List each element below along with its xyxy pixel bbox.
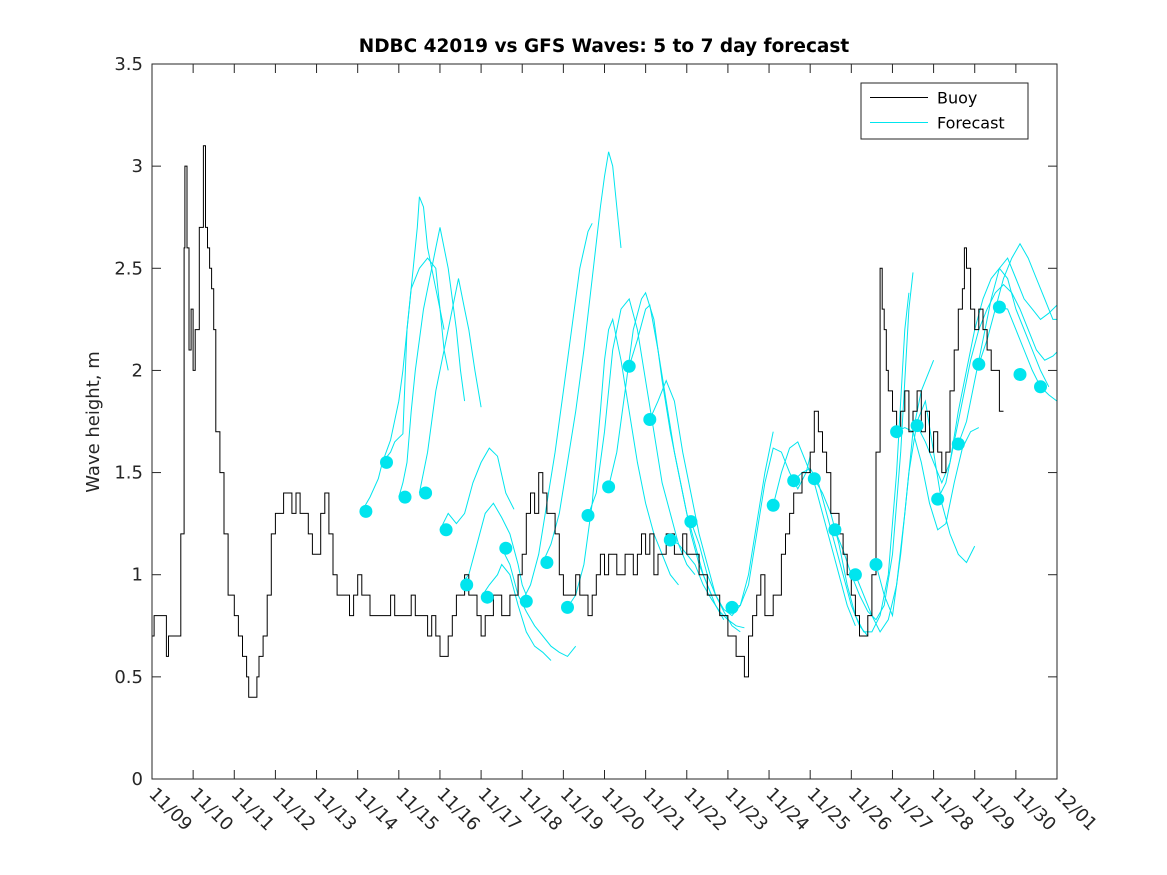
forecast-line-24 <box>875 399 976 618</box>
plot-area: 00.511.522.533.511/0911/1011/1111/1211/1… <box>114 54 1101 835</box>
chart-title: NDBC 42019 vs GFS Waves: 5 to 7 day fore… <box>359 36 850 57</box>
axes-background <box>152 64 1057 779</box>
forecast-marker-30 <box>992 300 1006 314</box>
forecast-line-18 <box>731 447 811 608</box>
forecast-marker-2 <box>380 455 393 469</box>
forecast-marker-28 <box>951 437 965 451</box>
forecast-line-3 <box>398 227 466 498</box>
forecast-marker-15 <box>643 413 657 426</box>
forecast-line-25 <box>896 427 980 531</box>
y-tick-label: 2 <box>132 360 143 381</box>
forecast-line-15 <box>649 379 741 633</box>
forecast-line-26 <box>916 267 1050 485</box>
forecast-line-11 <box>567 317 679 608</box>
buoy-line <box>152 145 1004 698</box>
forecast-marker-4 <box>419 486 433 500</box>
forecast-marker-32 <box>1034 380 1047 394</box>
y-tick-label: 0 <box>132 769 143 790</box>
forecast-line-9 <box>521 223 593 602</box>
legend: Buoy Forecast <box>860 82 1029 140</box>
forecast-marker-29 <box>972 357 986 371</box>
forecast-line-22 <box>834 272 914 621</box>
y-tick-label: 3 <box>132 156 143 177</box>
forecast-marker-9 <box>519 594 533 608</box>
forecast-line-1 <box>361 257 449 512</box>
forecast-line-2 <box>381 196 445 463</box>
forecast-line-5 <box>439 447 515 531</box>
forecast-marker-16 <box>663 533 677 547</box>
forecast-line-17 <box>690 431 774 617</box>
forecast-marker-13 <box>602 480 616 494</box>
forecast-line-10 <box>542 151 622 563</box>
forecast-line-12 <box>587 297 696 576</box>
forecast-line-4 <box>418 278 482 494</box>
legend-forecast-label: Forecast <box>937 114 1005 133</box>
forecast-marker-26 <box>910 419 924 433</box>
forecast-marker-6 <box>460 578 474 592</box>
forecast-marker-20 <box>787 474 801 488</box>
y-tick-label: 1.5 <box>114 463 143 484</box>
forecast-marker-7 <box>480 590 494 604</box>
forecast-marker-11 <box>561 600 574 614</box>
forecast-line-27 <box>937 283 1058 500</box>
forecast-marker-25 <box>890 425 904 439</box>
legend-box <box>860 82 1029 140</box>
forecast-markers <box>359 300 1047 614</box>
forecast-marker-21 <box>807 472 821 486</box>
y-tick-label: 0.5 <box>114 667 143 688</box>
forecast-marker-8 <box>499 541 513 555</box>
forecast-marker-23 <box>848 568 862 582</box>
forecast-line-29 <box>978 242 1057 365</box>
y-axis-label: Wave height, m <box>83 351 104 492</box>
forecast-marker-19 <box>766 498 780 512</box>
forecast-marker-18 <box>725 600 739 614</box>
forecast-line-30 <box>999 306 1058 402</box>
y-tick-label: 1 <box>132 565 143 586</box>
forecast-marker-5 <box>439 523 453 537</box>
forecast-marker-22 <box>828 523 842 537</box>
buoy-line-group <box>152 145 1004 698</box>
forecast-marker-10 <box>540 556 554 569</box>
forecast-marker-24 <box>869 558 883 571</box>
forecast-marker-31 <box>1013 368 1027 381</box>
forecast-line-8 <box>501 547 577 658</box>
legend-buoy-label: Buoy <box>937 89 977 108</box>
forecast-line-28 <box>957 257 1058 445</box>
forecast-marker-12 <box>581 509 595 522</box>
y-tick-label: 3.5 <box>114 54 143 75</box>
forecast-marker-1 <box>359 504 373 518</box>
forecast-marker-3 <box>398 490 412 504</box>
forecast-line-7 <box>480 563 552 661</box>
y-tick-label: 2.5 <box>114 258 143 279</box>
forecast-marker-14 <box>622 359 636 373</box>
forecast-marker-27 <box>931 492 945 506</box>
forecast-marker-17 <box>684 515 698 529</box>
